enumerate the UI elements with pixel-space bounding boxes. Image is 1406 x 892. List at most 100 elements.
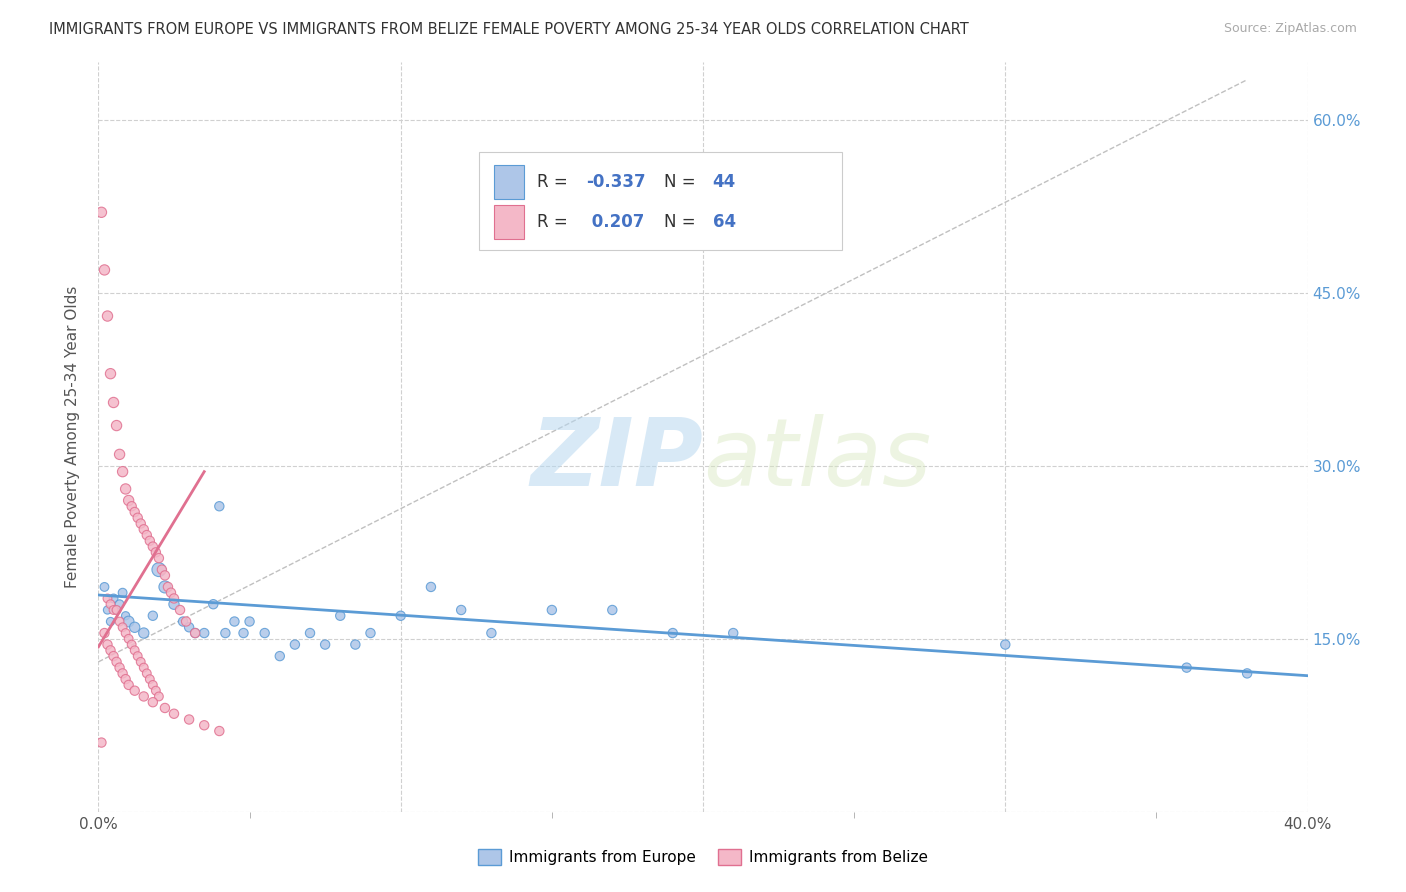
Point <box>114 608 136 623</box>
Point <box>103 603 125 617</box>
Point <box>169 603 191 617</box>
Point <box>111 666 134 681</box>
Point <box>96 309 118 323</box>
Point <box>1236 666 1258 681</box>
Point <box>145 545 167 559</box>
Point <box>93 580 115 594</box>
Point <box>184 626 207 640</box>
Point <box>100 643 122 657</box>
Point <box>132 626 155 640</box>
Point <box>124 683 146 698</box>
Point <box>360 626 382 640</box>
Text: IMMIGRANTS FROM EUROPE VS IMMIGRANTS FROM BELIZE FEMALE POVERTY AMONG 25-34 YEAR: IMMIGRANTS FROM EUROPE VS IMMIGRANTS FRO… <box>49 22 969 37</box>
Point <box>174 615 197 629</box>
FancyBboxPatch shape <box>479 153 842 250</box>
Point <box>148 690 170 704</box>
Point <box>127 649 149 664</box>
FancyBboxPatch shape <box>494 165 524 199</box>
Text: R =: R = <box>537 213 574 231</box>
Point <box>114 672 136 686</box>
Point <box>269 649 291 664</box>
Point <box>420 580 443 594</box>
Point <box>314 638 336 652</box>
Point <box>239 615 262 629</box>
Point <box>114 626 136 640</box>
Point <box>153 580 176 594</box>
Point <box>100 367 122 381</box>
Point <box>93 626 115 640</box>
Point <box>153 701 176 715</box>
Text: atlas: atlas <box>703 414 931 505</box>
Point <box>193 718 215 732</box>
Point <box>124 620 146 634</box>
Point <box>661 626 683 640</box>
Point <box>96 638 118 652</box>
Point <box>253 626 276 640</box>
Text: N =: N = <box>664 213 702 231</box>
Point <box>118 678 141 692</box>
Point <box>148 551 170 566</box>
Point <box>994 638 1017 652</box>
Point <box>118 632 141 646</box>
Point <box>163 591 186 606</box>
Point <box>132 690 155 704</box>
Point <box>108 597 131 611</box>
Point <box>124 505 146 519</box>
Point <box>284 638 307 652</box>
Legend: Immigrants from Europe, Immigrants from Belize: Immigrants from Europe, Immigrants from … <box>472 843 934 871</box>
Point <box>121 638 143 652</box>
Point <box>111 620 134 634</box>
Point <box>329 608 352 623</box>
Point <box>163 706 186 721</box>
Point <box>179 620 201 634</box>
Point <box>114 482 136 496</box>
Point <box>723 626 745 640</box>
Point <box>179 713 201 727</box>
Point <box>389 608 412 623</box>
Point <box>96 591 118 606</box>
Point <box>108 660 131 674</box>
Point <box>105 603 128 617</box>
Point <box>100 615 122 629</box>
Point <box>93 263 115 277</box>
Point <box>111 585 134 599</box>
Point <box>602 603 624 617</box>
Point <box>111 465 134 479</box>
Point <box>208 724 231 739</box>
Point <box>145 683 167 698</box>
Point <box>121 500 143 514</box>
Point <box>139 533 162 548</box>
Point <box>172 615 194 629</box>
Point <box>103 591 125 606</box>
Text: 44: 44 <box>713 173 735 191</box>
Point <box>163 597 186 611</box>
Point <box>148 563 170 577</box>
Point <box>135 528 157 542</box>
Point <box>135 666 157 681</box>
Text: -0.337: -0.337 <box>586 173 645 191</box>
Point <box>481 626 503 640</box>
Point <box>105 655 128 669</box>
Point <box>142 695 165 709</box>
Point <box>153 568 176 582</box>
Point <box>160 585 183 599</box>
Point <box>208 500 231 514</box>
Point <box>139 672 162 686</box>
Point <box>450 603 472 617</box>
Text: R =: R = <box>537 173 574 191</box>
Point <box>224 615 246 629</box>
Point <box>108 615 131 629</box>
Point <box>118 615 141 629</box>
Point <box>129 655 152 669</box>
Point <box>344 638 367 652</box>
Point <box>100 597 122 611</box>
Point <box>124 643 146 657</box>
Point <box>90 205 112 219</box>
Point <box>142 608 165 623</box>
Text: 64: 64 <box>713 213 735 231</box>
Point <box>90 735 112 749</box>
FancyBboxPatch shape <box>494 205 524 238</box>
Point <box>299 626 322 640</box>
Point <box>132 522 155 536</box>
Point <box>142 540 165 554</box>
